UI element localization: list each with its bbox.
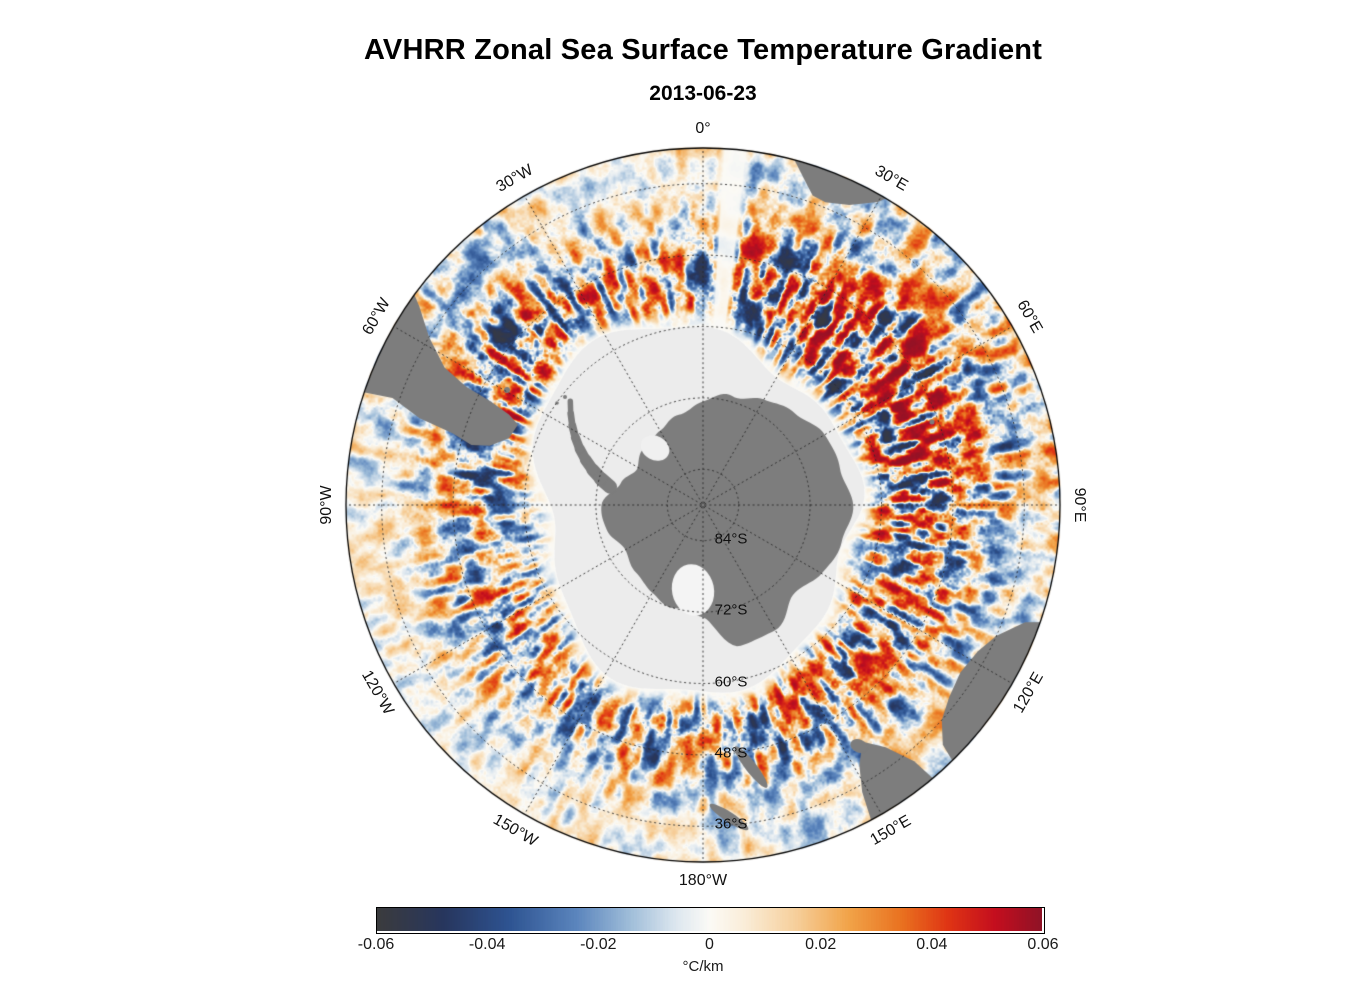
figure-title: AVHRR Zonal Sea Surface Temperature Grad… xyxy=(363,34,1043,66)
colorbar-tick-label: 0.02 xyxy=(805,936,837,953)
polar-map: 0° 30°E 60°E 90°E 120°E 150°E 180°W 150°W 120°W 9… xyxy=(293,95,1113,915)
colorbar-unit-label: °C/km xyxy=(682,958,724,975)
colorbar-gradient-canvas xyxy=(377,908,1042,931)
colorbar-tick-label: 0.06 xyxy=(1027,936,1059,953)
colorbar-tick-label: 0.04 xyxy=(916,936,948,953)
colorbar-tick-label: -0.06 xyxy=(357,936,395,953)
polar-map-canvas xyxy=(293,95,1113,915)
colorbar-tick-label: -0.04 xyxy=(468,936,506,953)
colorbar-tick-label: -0.02 xyxy=(580,936,617,953)
colorbar-tick-label: 0 xyxy=(705,936,714,953)
colorbar-tick-labels: -0.06 -0.04 -0.02 0 0.02 0.04 0.06 xyxy=(358,936,1059,956)
colorbar xyxy=(376,907,1045,934)
